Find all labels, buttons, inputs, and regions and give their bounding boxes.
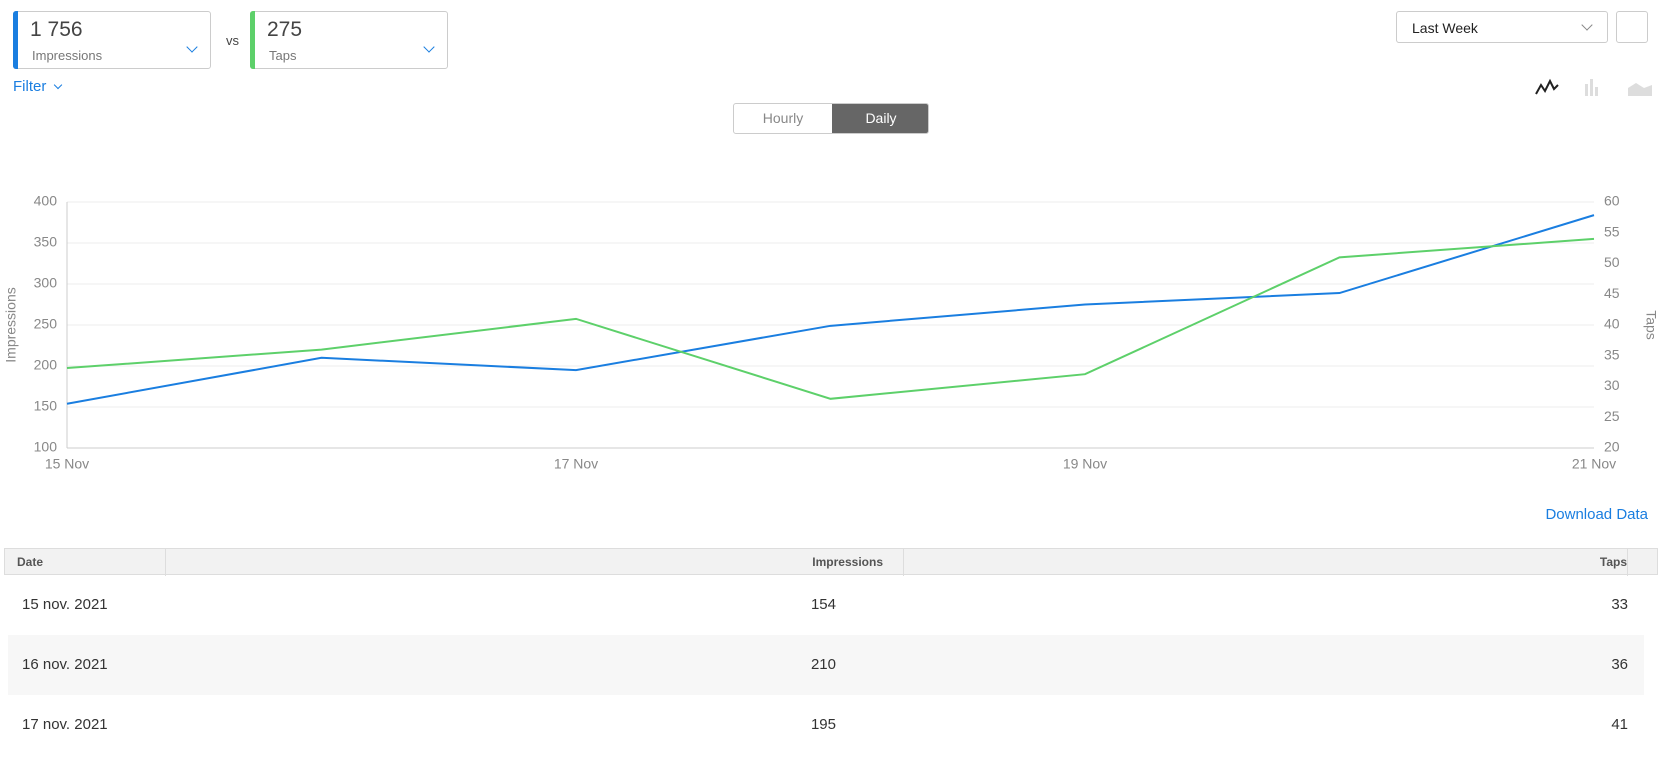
- dropdown-icon: [423, 41, 435, 53]
- metric-color: [250, 11, 255, 69]
- table-cell: 17 nov. 2021: [22, 716, 108, 733]
- period-select[interactable]: Last Week: [1396, 11, 1608, 43]
- x-tick-label: 21 Nov: [1572, 456, 1616, 472]
- filter-icon: [53, 80, 63, 90]
- dropdown-icon: [1581, 19, 1593, 31]
- metric-card[interactable]: 275 Taps: [250, 11, 448, 69]
- data-table: Date Impressions Taps 15 nov. 2021 154 33 1…: [4, 548, 1658, 757]
- toggle-option-selected[interactable]: Daily: [832, 104, 928, 133]
- y-tick-label: 300: [34, 275, 58, 291]
- table-cell: 154: [810, 596, 836, 613]
- line-icon[interactable]: [1535, 78, 1559, 95]
- y2-tick-label: 60: [1604, 193, 1620, 209]
- table-cell: 15 nov. 2021: [22, 596, 108, 613]
- column-header[interactable]: Taps: [903, 549, 1628, 576]
- y2-tick-label: 50: [1604, 254, 1620, 270]
- table-cell: 210: [810, 656, 836, 673]
- series-line: [66, 237, 1595, 400]
- chart-type-icons: [1535, 78, 1652, 96]
- dropdown-icon: [186, 41, 198, 53]
- period-text: Last Week: [1412, 20, 1478, 36]
- metric-value: 1 756: [30, 18, 83, 41]
- table-cell: 33: [1611, 596, 1628, 613]
- x-tick-label: 17 Nov: [554, 456, 598, 472]
- chart: 100 150 200 250 300 350 400 20 25 30 35 40 45 50 55 60 I…: [3, 193, 1660, 472]
- metric-card[interactable]: 1 756 Impressions: [13, 11, 211, 69]
- y-tick-label: 200: [34, 357, 58, 373]
- table-row: 16 nov. 2021 210 36: [8, 635, 1644, 695]
- y-axis-title: Impressions: [3, 287, 19, 362]
- icon-button[interactable]: [1616, 11, 1648, 43]
- y2-tick-label: 40: [1604, 316, 1620, 332]
- table-row: 17 nov. 2021 195 41: [8, 695, 1644, 755]
- metric-label: Taps: [269, 48, 297, 63]
- metric-color: [13, 11, 18, 69]
- filter-text: Filter: [13, 78, 47, 95]
- y-tick-label: 150: [34, 398, 58, 414]
- y2-axis-title: Taps: [1643, 310, 1659, 340]
- column-header[interactable]: Date: [17, 555, 44, 569]
- table-cell: 16 nov. 2021: [22, 656, 108, 673]
- area-icon[interactable]: [1628, 83, 1652, 96]
- table-row: 15 nov. 2021 154 33: [8, 575, 1644, 635]
- table-cell: 41: [1611, 716, 1628, 733]
- y-tick-label: 250: [34, 316, 58, 332]
- download-link[interactable]: Download Data: [1545, 506, 1648, 523]
- vs-label: vs: [226, 33, 239, 48]
- column-header[interactable]: Impressions: [165, 549, 883, 576]
- toggle-option[interactable]: Hourly: [762, 110, 804, 126]
- x-tick-label: 19 Nov: [1063, 456, 1107, 472]
- y2-tick-label: 55: [1604, 223, 1620, 239]
- bar-icon[interactable]: [1585, 79, 1598, 96]
- y2-tick-label: 45: [1604, 285, 1620, 301]
- granularity-toggle: Hourly Daily: [733, 103, 929, 134]
- table-cell: 36: [1611, 656, 1628, 673]
- metric-value: 275: [267, 18, 303, 41]
- table-cell: 195: [810, 716, 836, 733]
- x-tick-label: 15 Nov: [45, 456, 89, 472]
- metric-label: Impressions: [32, 48, 103, 63]
- y-tick-label: 350: [34, 234, 58, 250]
- series-line: [66, 214, 1595, 405]
- table-header: Date Impressions Taps: [4, 548, 1658, 576]
- y2-tick-label: 20: [1604, 439, 1620, 455]
- y2-tick-label: 25: [1604, 408, 1620, 424]
- y-tick-label: 400: [34, 193, 58, 209]
- filter-link[interactable]: Filter: [13, 78, 46, 95]
- y2-tick-label: 35: [1604, 346, 1620, 362]
- y-tick-label: 100: [34, 439, 58, 455]
- y2-tick-label: 30: [1604, 377, 1620, 393]
